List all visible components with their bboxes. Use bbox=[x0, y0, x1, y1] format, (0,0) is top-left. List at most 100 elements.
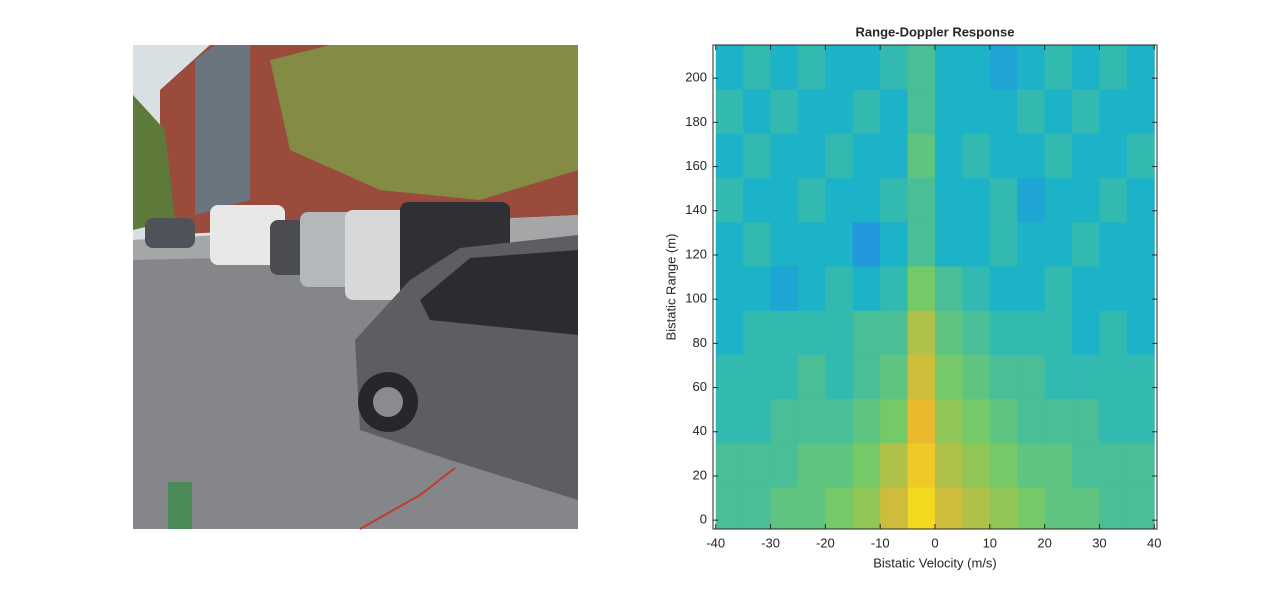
heat-cell bbox=[1017, 266, 1046, 311]
heat-cell bbox=[1126, 398, 1155, 444]
heat-cell bbox=[1072, 398, 1100, 444]
heat-cell bbox=[852, 221, 881, 267]
heat-cell bbox=[1126, 266, 1155, 311]
heat-cell bbox=[880, 266, 909, 311]
heat-cell bbox=[1044, 133, 1073, 179]
heat-cell bbox=[1072, 310, 1100, 355]
heat-cell bbox=[1044, 221, 1073, 267]
heat-cell bbox=[935, 310, 963, 355]
heat-cell bbox=[1099, 354, 1128, 400]
heat-cell bbox=[825, 133, 854, 179]
heat-cell bbox=[1017, 442, 1046, 488]
heat-cell bbox=[715, 310, 744, 355]
x-tick-label: -30 bbox=[761, 535, 780, 550]
heat-cell bbox=[770, 487, 799, 529]
heat-cell bbox=[852, 354, 881, 400]
heat-cell bbox=[1072, 133, 1100, 179]
heat-cell bbox=[1072, 354, 1100, 400]
heat-cell bbox=[962, 487, 991, 529]
heat-cell bbox=[852, 266, 881, 311]
heat-cell bbox=[1072, 89, 1100, 134]
heat-cell bbox=[743, 354, 772, 400]
heat-cell bbox=[1017, 133, 1046, 179]
heat-cell bbox=[1044, 177, 1073, 223]
x-tick-label: 30 bbox=[1092, 535, 1106, 550]
heat-cell bbox=[962, 45, 991, 90]
heat-cell bbox=[1044, 487, 1073, 529]
heat-cell bbox=[1072, 177, 1100, 223]
heat-cell bbox=[743, 442, 772, 488]
heat-cell bbox=[880, 442, 909, 488]
heat-cell bbox=[1017, 89, 1046, 134]
heat-cell bbox=[1072, 442, 1100, 488]
heat-cell bbox=[825, 177, 854, 223]
heat-cell bbox=[1017, 310, 1046, 355]
y-tick-label: 120 bbox=[685, 246, 707, 261]
heat-cell bbox=[852, 133, 881, 179]
x-tick-label: 20 bbox=[1037, 535, 1051, 550]
heat-cell bbox=[907, 398, 936, 444]
heat-cell bbox=[962, 266, 991, 311]
heat-cell bbox=[989, 177, 1018, 223]
x-tick-label: 10 bbox=[983, 535, 997, 550]
heat-cell bbox=[852, 310, 881, 355]
heat-cell bbox=[770, 177, 799, 223]
heat-cell bbox=[770, 398, 799, 444]
heat-cell bbox=[907, 442, 936, 488]
x-tick-label: -20 bbox=[816, 535, 835, 550]
chart-title: Range-Doppler Response bbox=[856, 24, 1015, 39]
heat-cell bbox=[907, 177, 936, 223]
y-tick-label: 60 bbox=[693, 379, 707, 394]
heat-cell bbox=[715, 398, 744, 444]
y-tick-label: 100 bbox=[685, 291, 707, 306]
heat-cell bbox=[852, 89, 881, 134]
heat-cell bbox=[1017, 487, 1046, 529]
heat-cell bbox=[852, 487, 881, 529]
heat-cell bbox=[852, 177, 881, 223]
heat-cell bbox=[1126, 354, 1155, 400]
heat-cell bbox=[715, 354, 744, 400]
heat-cell bbox=[935, 266, 963, 311]
heat-cell bbox=[935, 354, 963, 400]
heat-cell bbox=[1044, 354, 1073, 400]
heat-cell bbox=[743, 310, 772, 355]
heat-cell bbox=[1017, 354, 1046, 400]
heat-cell bbox=[962, 442, 991, 488]
heat-cell bbox=[962, 133, 991, 179]
heat-cell bbox=[1099, 45, 1128, 90]
heat-cell bbox=[935, 398, 963, 444]
heat-cell bbox=[1126, 310, 1155, 355]
heat-cell bbox=[1044, 398, 1073, 444]
heat-cell bbox=[907, 45, 936, 90]
heat-cell bbox=[715, 89, 744, 134]
heat-cell bbox=[743, 89, 772, 134]
heat-cell bbox=[962, 221, 991, 267]
heat-cell bbox=[797, 266, 826, 311]
y-tick-label: 80 bbox=[693, 335, 707, 350]
heat-cell bbox=[989, 487, 1018, 529]
heat-cell bbox=[935, 133, 963, 179]
heat-cell bbox=[797, 487, 826, 529]
heat-cell bbox=[1017, 221, 1046, 267]
heat-cell bbox=[962, 398, 991, 444]
heat-cell bbox=[880, 354, 909, 400]
heat-cell bbox=[1017, 398, 1046, 444]
heat-cell bbox=[1099, 221, 1128, 267]
y-tick-label: 40 bbox=[693, 423, 707, 438]
heat-cell bbox=[989, 354, 1018, 400]
heat-cell bbox=[989, 310, 1018, 355]
heat-cell bbox=[1099, 133, 1128, 179]
heat-cell bbox=[880, 487, 909, 529]
heat-cell bbox=[797, 177, 826, 223]
heat-cell bbox=[1072, 266, 1100, 311]
heat-cell bbox=[825, 310, 854, 355]
cells bbox=[715, 45, 1155, 529]
heat-cell bbox=[1072, 487, 1100, 529]
heat-cell bbox=[825, 221, 854, 267]
heat-cell bbox=[907, 487, 936, 529]
heat-cell bbox=[935, 177, 963, 223]
heat-cell bbox=[825, 45, 854, 90]
heat-cell bbox=[825, 266, 854, 311]
heat-cell bbox=[797, 221, 826, 267]
